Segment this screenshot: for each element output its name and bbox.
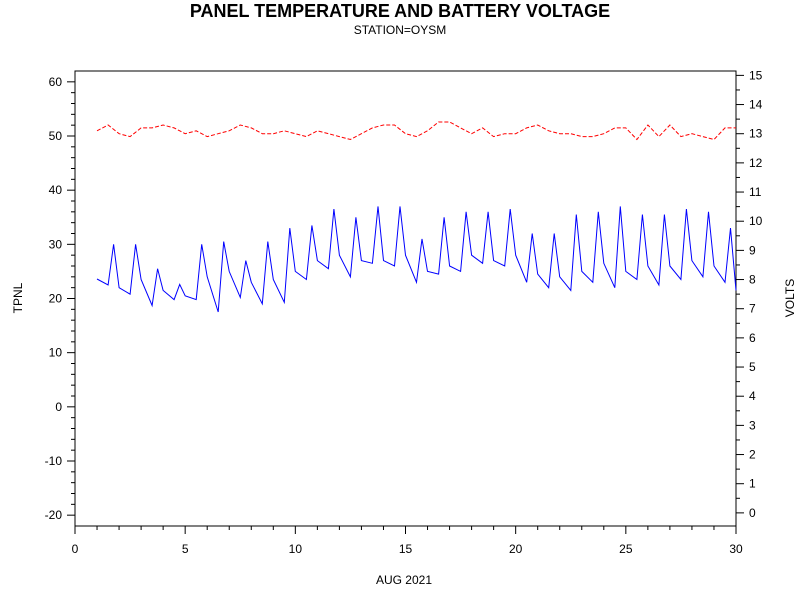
- y-left-tick-label: 40: [49, 183, 63, 197]
- y-left-tick-label: 10: [49, 346, 63, 360]
- x-tick-label: 10: [289, 542, 303, 556]
- y-right-tick-label: 2: [749, 448, 756, 462]
- x-axis-label: AUG 2021: [376, 573, 432, 587]
- x-tick-label: 0: [72, 542, 79, 556]
- y-right-tick-label: 13: [749, 127, 763, 141]
- y-left-tick-label: 30: [49, 237, 63, 251]
- series-layer: [96, 121, 737, 313]
- x-tick-label: 15: [399, 542, 413, 556]
- y-right-tick-label: 8: [749, 273, 756, 287]
- y-right-tick-label: 10: [749, 214, 763, 228]
- y-right-tick-label: 4: [749, 389, 756, 403]
- x-tick-label: 20: [509, 542, 523, 556]
- y-right-tick-label: 6: [749, 331, 756, 345]
- y-right-tick-label: 5: [749, 360, 756, 374]
- y-axis-left: -20 -10 0 10 20 30 40 50 60: [45, 75, 75, 522]
- y-axis-right-label: VOLTS: [783, 279, 797, 317]
- y-right-tick-label: 1: [749, 477, 756, 491]
- y-left-tick-label: 20: [49, 292, 63, 306]
- y-left-tick-label: -10: [45, 454, 63, 468]
- y-right-tick-label: 12: [749, 156, 763, 170]
- y-right-tick-label: 7: [749, 302, 756, 316]
- series-line-volts: [96, 121, 736, 141]
- x-tick-label: 25: [619, 542, 633, 556]
- series-line-tpnl: [96, 206, 737, 313]
- chart-subtitle: STATION=OYSM: [353, 23, 447, 37]
- y-left-tick-label: 60: [49, 75, 63, 89]
- y-axis-left-label: TPNL: [11, 282, 25, 313]
- y-right-tick-label: 11: [749, 185, 762, 199]
- y-right-tick-label: 14: [749, 98, 763, 112]
- chart-title: PANEL TEMPERATURE AND BATTERY VOLTAGE: [189, 1, 611, 21]
- y-left-tick-label: -20: [45, 508, 63, 522]
- x-tick-label: 5: [182, 542, 189, 556]
- y-left-tick-label: 0: [55, 400, 62, 414]
- y-right-tick-label: 0: [749, 506, 756, 520]
- y-right-tick-label: 3: [749, 418, 756, 432]
- y-right-tick-label: 9: [749, 243, 756, 257]
- x-axis: 0 5 10 15 20 25 30: [72, 525, 743, 556]
- x-tick-label: 30: [729, 542, 743, 556]
- y-right-tick-label: 15: [749, 68, 763, 82]
- y-left-tick-label: 50: [49, 129, 63, 143]
